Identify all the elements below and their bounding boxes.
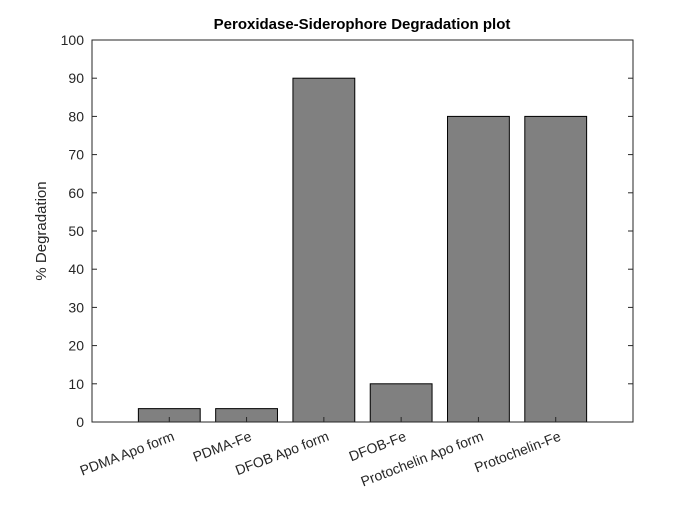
y-tick-label: 20 <box>68 338 84 354</box>
y-tick-label: 50 <box>68 223 84 239</box>
bar-4 <box>369 383 433 423</box>
x-tick-label: PDMA Apo form <box>78 428 177 479</box>
y-tick-label: 40 <box>68 261 84 277</box>
y-ticks-group: 0 10 20 30 40 50 60 70 80 90 100 <box>61 32 633 430</box>
bars-group <box>137 77 588 423</box>
y-tick-label: 10 <box>68 376 84 392</box>
y-tick-label: 80 <box>68 108 84 124</box>
y-tick-label: 30 <box>68 299 84 315</box>
bar-6 <box>524 115 588 423</box>
bar-5 <box>447 115 510 423</box>
y-tick-label: 100 <box>61 32 85 48</box>
y-tick-label: 0 <box>76 414 84 430</box>
chart-title: Peroxidase-Siderophore Degradation plot <box>214 16 511 33</box>
y-tick-label: 60 <box>68 185 84 201</box>
x-tick-label: Protochelin-Fe <box>472 428 563 476</box>
bar-3 <box>292 77 356 423</box>
y-tick-label: 70 <box>68 147 84 163</box>
y-tick-label: 90 <box>68 70 84 86</box>
y-axis-label: % Degradation <box>33 181 50 280</box>
